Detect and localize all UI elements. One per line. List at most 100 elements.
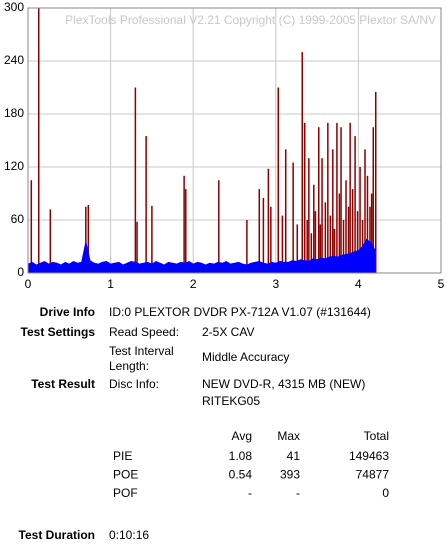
spike [310,233,313,273]
spike [349,122,351,273]
x-tick-label: 1 [107,277,114,291]
table-header: Max [277,429,300,443]
spike [342,220,345,273]
plot-border [27,7,442,274]
value: NEW DVD-R, 4315 MB (NEW) [202,377,365,391]
value: ID:0 PLEXTOR DVDR PX-712A V1.07 (#131644… [109,305,371,319]
table-cell: - [248,486,252,500]
spike [183,175,185,273]
spike [354,136,356,273]
value: 0:10:16 [109,528,149,542]
spike [292,162,294,273]
spike [336,122,338,273]
value: Middle Accuracy [202,350,289,364]
row-label: PIE [113,449,132,463]
label: Disc Info: [109,377,159,391]
spike [308,158,310,273]
table-cell: 0 [382,486,389,500]
table-header: Total [364,429,389,443]
spike [321,158,323,273]
spike [270,206,272,273]
spike [37,8,40,273]
x-tick-label: 0 [25,277,32,291]
spike [185,189,187,273]
value: RITEKG05 [202,394,260,408]
spike [134,87,137,273]
area [27,238,376,274]
spike [145,136,147,273]
spike [306,220,308,273]
chart-title: PlexTools Professional V2.21 Copyright (… [65,13,436,27]
table-header: Avg [232,429,252,443]
spike [324,202,327,273]
spike [329,215,332,273]
x-tick-label: 2 [190,277,197,291]
plot: 0 60 120 180 240 300 0 1 2 3 4 5 [4,0,445,291]
spike [364,149,366,273]
y-tick-label: 180 [4,106,24,120]
value: 2-5X CAV [202,325,254,339]
y-tick-label: 60 [11,212,25,226]
table-cell: 393 [280,468,300,482]
spike [374,91,377,274]
spike [87,204,90,273]
spike [370,193,373,273]
plot-frame [27,7,442,274]
label: Test Settings [21,325,96,339]
row-label: POE [113,468,138,482]
spike [49,209,52,273]
spike [258,189,261,273]
label: Test Result [31,377,95,391]
label: Drive Info [40,305,95,319]
table-cell: - [296,486,300,500]
x-tick-label: 3 [272,277,279,291]
spike [151,205,153,273]
spike [262,197,265,273]
y-tick-label: 300 [4,0,24,14]
y-tick-label: 240 [4,53,24,67]
spike [218,180,220,273]
table-cell: 149463 [349,449,389,463]
table-cell: 41 [287,449,301,463]
spike [332,149,334,273]
table-cell: 0.54 [229,468,253,482]
spike [356,211,359,273]
row-label: POF [113,486,138,500]
y-tick-label: 0 [17,265,24,279]
table-cell: 74877 [356,468,390,482]
spike [318,127,320,273]
spike [359,167,361,273]
table-cell: 1.08 [229,449,253,463]
spike [301,52,303,273]
spike [340,127,342,273]
spike [313,184,315,273]
x-tick-label: 4 [355,277,362,291]
spike [351,189,354,273]
spike [277,87,280,273]
spike [333,228,336,273]
label: Test Duration [19,528,95,542]
spike [85,206,87,273]
spike [303,122,306,273]
result-table: Avg Max Total PIE 1.08 41 149463 POE 0.54 393 7487… [113,429,389,500]
spike [296,224,299,273]
spike [347,206,350,273]
spike [366,175,369,273]
spike [338,193,341,273]
label: Test Interval [109,344,174,358]
spike [284,149,287,273]
x-tick-label: 5 [438,277,445,291]
spike [267,168,270,273]
spike [314,211,317,273]
spike [345,180,347,273]
spike [372,127,375,273]
y-tick-label: 120 [4,159,24,173]
spike [246,220,248,273]
spike [369,206,371,273]
label: Read Speed: [109,325,179,339]
spike [327,122,329,273]
label: Length: [109,359,149,373]
spike [30,180,33,273]
spike [319,224,322,273]
